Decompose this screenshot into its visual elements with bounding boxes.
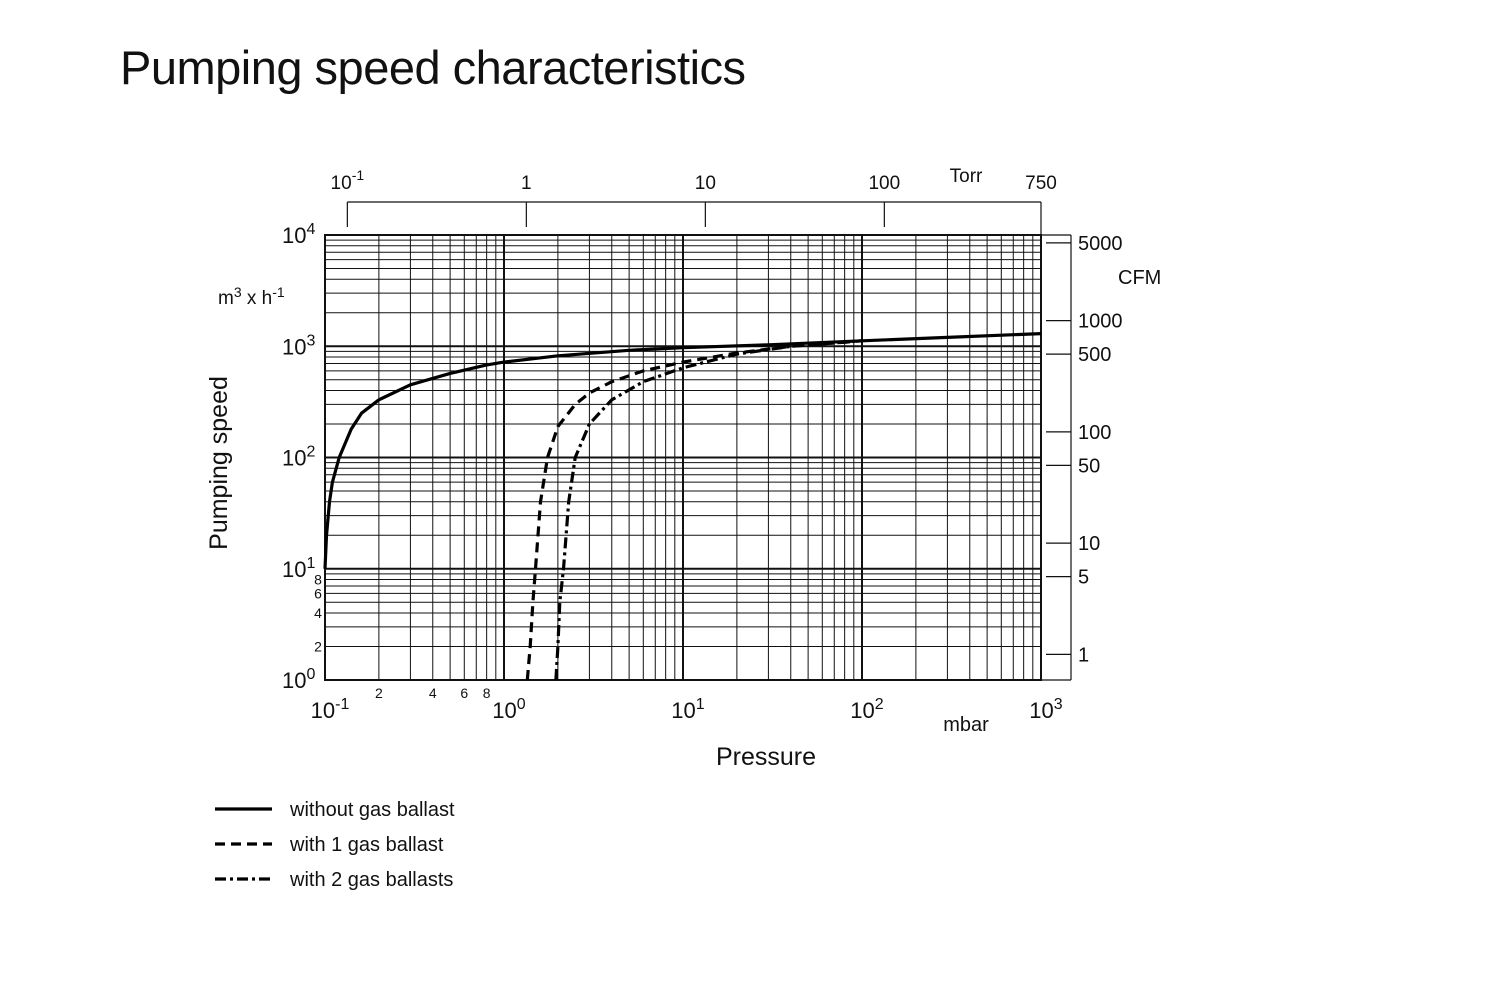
y-minor-tick-label: 8 bbox=[314, 572, 322, 588]
torr-unit-label: Torr bbox=[950, 166, 983, 187]
x-tick-label: 103 bbox=[1029, 696, 1062, 723]
x-tick-label: 10-1 bbox=[311, 696, 350, 723]
x-minor-tick-label: 2 bbox=[375, 685, 383, 701]
x-tick-label-exponent: 2 bbox=[875, 696, 884, 713]
chart-axes bbox=[324, 201, 1072, 681]
cfm-tick-label: 500 bbox=[1078, 344, 1111, 366]
x-tick-label-exponent: 3 bbox=[1054, 696, 1063, 713]
cfm-tick-label: 5000 bbox=[1078, 233, 1123, 255]
x-tick-label-base: 10 bbox=[1029, 698, 1053, 723]
page-title: Pumping speed characteristics bbox=[120, 41, 746, 94]
legend-label: with 1 gas ballast bbox=[289, 834, 444, 856]
torr-tick-label-exponent: -1 bbox=[352, 167, 365, 183]
legend-label: without gas ballast bbox=[289, 799, 455, 821]
x-axis-label: Pressure bbox=[716, 743, 816, 771]
x-tick-label-exponent: 1 bbox=[696, 696, 705, 713]
y-axis-label: Pumping speed bbox=[205, 376, 233, 550]
y-tick-label: 100 bbox=[282, 666, 315, 693]
y-tick-label-exponent: 4 bbox=[306, 221, 315, 238]
y-unit-base: m bbox=[218, 288, 234, 309]
x-minor-tick-label: 8 bbox=[483, 685, 491, 701]
cfm-tick-label: 10 bbox=[1078, 533, 1100, 555]
y-tick-label-exponent: 0 bbox=[306, 666, 315, 683]
plot-frame bbox=[324, 234, 1042, 681]
cfm-unit-label: CFM bbox=[1118, 267, 1161, 289]
torr-tick-label-base: 750 bbox=[1025, 173, 1057, 194]
x-minor-tick-label: 6 bbox=[460, 685, 468, 701]
torr-tick-label: 10 bbox=[695, 173, 716, 194]
torr-tick-label-base: 10 bbox=[695, 173, 716, 194]
x-tick-label-exponent: -1 bbox=[335, 696, 349, 713]
y-tick-label: 104 bbox=[282, 221, 315, 248]
y-minor-tick-label: 2 bbox=[314, 639, 322, 655]
y-tick-label-base: 10 bbox=[282, 223, 306, 248]
y-tick-label: 102 bbox=[282, 444, 315, 471]
x-tick-label: 100 bbox=[492, 696, 525, 723]
y-minor-tick-label: 4 bbox=[314, 605, 322, 621]
chart-legend: without gas ballast with 1 gas ballast wit… bbox=[215, 799, 455, 891]
y-unit-sup: -1 bbox=[272, 284, 285, 300]
y-tick-label-base: 10 bbox=[282, 334, 306, 359]
torr-tick-label-base: 10 bbox=[331, 173, 352, 194]
torr-tick-label-base: 1 bbox=[521, 173, 532, 194]
cfm-tick-label: 1000 bbox=[1078, 311, 1123, 333]
y-minor-tick-label: 6 bbox=[314, 585, 322, 601]
x-tick-label-base: 10 bbox=[311, 698, 335, 723]
x-tick-label-base: 10 bbox=[850, 698, 874, 723]
y-tick-label-exponent: 2 bbox=[306, 444, 315, 461]
chart-series bbox=[323, 332, 1042, 681]
cfm-tick-label: 50 bbox=[1078, 455, 1100, 477]
cfm-tick-label: 1 bbox=[1078, 644, 1089, 666]
x-minor-tick-label: 4 bbox=[429, 685, 437, 701]
series-line-dash-dot bbox=[554, 339, 863, 681]
torr-tick-label: 750 bbox=[1025, 173, 1057, 194]
torr-tick-label: 1 bbox=[521, 173, 532, 194]
torr-tick-label: 10-1 bbox=[331, 167, 365, 194]
y-tick-label-exponent: 1 bbox=[306, 555, 315, 572]
legend-label: with 2 gas ballasts bbox=[289, 869, 453, 891]
y-tick-label-exponent: 3 bbox=[306, 332, 315, 349]
y-tick-label: 101 bbox=[282, 555, 315, 582]
x-tick-label-base: 10 bbox=[492, 698, 516, 723]
series-line-solid bbox=[323, 332, 1042, 569]
y-unit-sup: 3 bbox=[234, 284, 242, 300]
chart-labels: 10-1 1 10 100 750Torr50001000500100501051CFM… bbox=[205, 166, 1161, 771]
x-unit-label: mbar bbox=[943, 714, 989, 736]
x-tick-label-exponent: 0 bbox=[517, 696, 526, 713]
x-tick-label: 102 bbox=[850, 696, 883, 723]
y-tick-label-base: 10 bbox=[282, 668, 306, 693]
series-line-dashed bbox=[525, 339, 863, 681]
y-tick-label: 103 bbox=[282, 332, 315, 359]
x-tick-label: 101 bbox=[671, 696, 704, 723]
cfm-tick-label: 100 bbox=[1078, 422, 1111, 444]
torr-tick-label-base: 100 bbox=[868, 173, 900, 194]
torr-tick-label: 100 bbox=[868, 173, 900, 194]
cfm-tick-label: 5 bbox=[1078, 567, 1089, 589]
y-tick-label-base: 10 bbox=[282, 557, 306, 582]
y-tick-label-base: 10 bbox=[282, 446, 306, 471]
x-tick-label-base: 10 bbox=[671, 698, 695, 723]
chart-grid bbox=[325, 235, 1041, 680]
y-unit-label: m3 x h-1 bbox=[218, 284, 285, 309]
y-unit-mid: x h bbox=[242, 288, 273, 309]
